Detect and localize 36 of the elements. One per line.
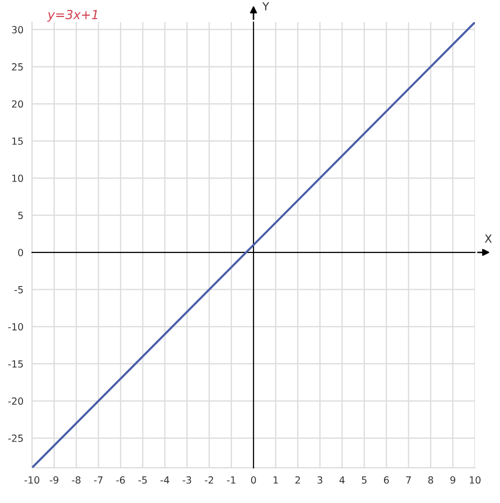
x-tick-label: 0 [251,476,256,484]
x-tick-label: 1 [274,476,278,484]
y-tick-label: 15 [12,138,23,145]
x-tick-label: -5 [138,476,147,484]
x-tick-label: -9 [50,476,58,484]
text: y=3x+1 [47,10,98,22]
x-tick-label: 8 [428,476,434,484]
y-tick-label: -25 [8,434,23,442]
y-axis-title: Y [262,2,270,10]
x-tick-label: 6 [384,476,389,484]
x-tick-label: -8 [72,476,80,484]
y-tick-label: 0 [18,248,24,256]
y-tick-label: 10 [12,174,24,182]
y-tick-label: 30 [12,26,24,34]
x-tick-label: -2 [204,476,214,484]
x-tick-label: -10 [24,476,40,484]
x-axis-title: X [484,234,492,243]
x-tick-label: -1 [226,476,236,484]
y-tick-label: -5 [14,286,23,294]
y-tick-label: 20 [12,100,24,108]
x-tick-label: 7 [406,476,411,484]
x-tick-label: 3 [318,476,322,484]
y-tick-label: -10 [8,323,24,330]
y-tick-label: -20 [8,397,24,405]
x-tick-label: -6 [116,476,125,484]
x-tick-label: -4 [160,476,170,484]
y-tick-label: -15 [8,360,23,368]
y-tick-label: 5 [18,212,23,220]
x-tick-label: 10 [470,476,481,484]
x-tick-label: -7 [94,476,102,484]
x-tick-label: 5 [362,476,366,484]
x-tick-label: -3 [182,476,192,484]
x-tick-label: 4 [339,476,345,484]
x-tick-label: 2 [295,476,300,484]
y-tick-label: 25 [12,63,23,71]
x-tick-label: 9 [450,476,456,484]
